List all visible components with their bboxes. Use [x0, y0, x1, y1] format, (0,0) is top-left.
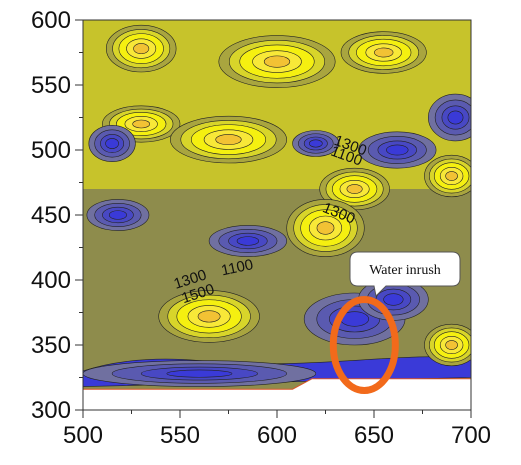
axes: 500 550 600 650 700 300 350 400 450 500 550 600: [31, 7, 491, 449]
contour-high-3-ring-4: [132, 119, 151, 129]
contour-high-4-ring-4: [215, 134, 242, 146]
contour-high-6-ring-4: [316, 221, 335, 235]
contour-low-7-ring-3: [383, 293, 404, 306]
x-tick-label-0: 500: [63, 422, 103, 449]
y-tick-label-4: 500: [31, 137, 71, 164]
y-tick-label-3: 450: [31, 202, 71, 229]
y-tick-label-5: 550: [31, 72, 71, 99]
contour-low-8-ring-3: [166, 369, 233, 378]
contour-low-5-ring-3: [236, 236, 260, 246]
contour-low-4-ring-3: [108, 210, 127, 220]
contour-high-2-ring-4: [374, 47, 394, 58]
contour-label-3: 1100: [220, 256, 255, 279]
callout-label: Water inrush: [369, 263, 441, 278]
water-inrush-ring: [329, 296, 399, 394]
callout-bubble: [349, 251, 461, 298]
x-tick-label-1: 550: [160, 422, 200, 449]
contour-low-1-ring-3: [308, 139, 323, 148]
y-tick-label-2: 400: [31, 267, 71, 294]
contour-low-2-ring-3: [386, 144, 409, 156]
y-tick-label-0: 300: [31, 397, 71, 424]
x-tick-label-4: 700: [451, 422, 491, 449]
contour-low-3-ring-3: [447, 110, 464, 125]
y-tick-label-6: 600: [31, 7, 71, 34]
y-tick-label-1: 350: [31, 332, 71, 359]
contour-high-9-ring-4: [445, 340, 458, 350]
contour-high-0-ring-4: [133, 43, 150, 55]
contour-high-7-ring-4: [445, 171, 458, 181]
x-tick-label-3: 650: [354, 422, 394, 449]
contour-high-1-ring-4: [263, 55, 291, 68]
contour-high-5-ring-4: [346, 184, 363, 194]
contour-low-0-ring-3: [105, 138, 119, 149]
water-inrush-callout: Water inrush: [329, 251, 461, 394]
contour-high-8-ring-4: [197, 310, 221, 323]
x-tick-label-2: 600: [257, 422, 297, 449]
